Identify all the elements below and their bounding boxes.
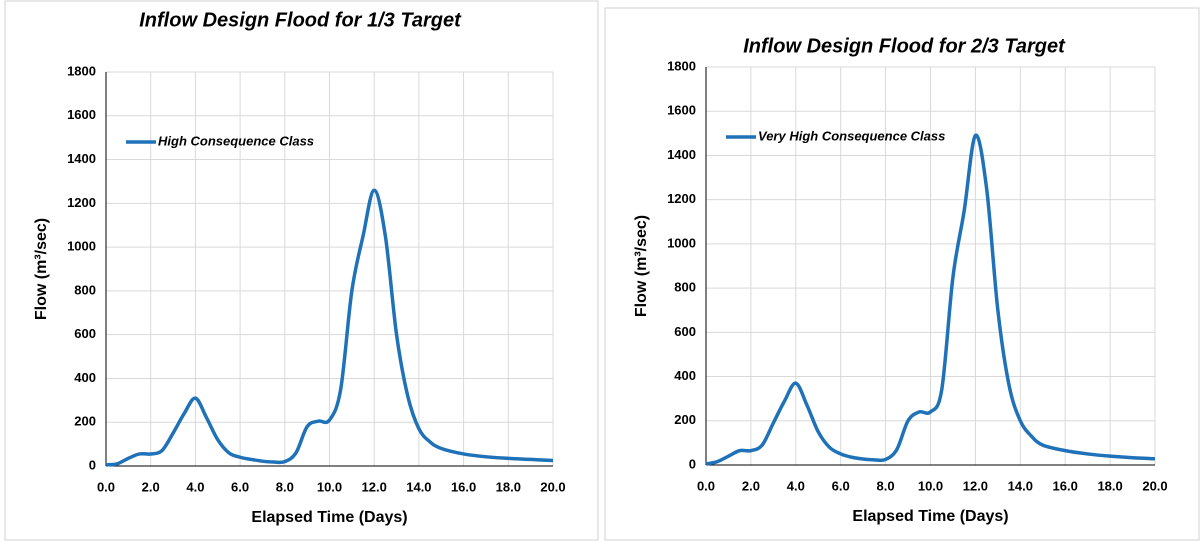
- y-tick-label: 1200: [667, 191, 696, 206]
- x-tick-label: 4.0: [186, 479, 204, 494]
- y-tick-label: 1600: [667, 103, 696, 118]
- y-axis-title: Flow (m³/sec): [633, 215, 650, 317]
- panel-border: [604, 7, 1200, 541]
- y-tick-label: 600: [74, 326, 96, 341]
- x-tick-label: 18.0: [496, 479, 521, 494]
- x-tick-label: 8.0: [877, 478, 895, 493]
- y-axis-title: Flow (m³/sec): [33, 218, 50, 320]
- y-tick-label: 1000: [667, 235, 696, 250]
- y-tick-label: 400: [74, 370, 96, 385]
- x-tick-label: 6.0: [231, 479, 249, 494]
- legend-label: Very High Consequence Class: [758, 128, 945, 143]
- chart-title: Inflow Design Flood for 2/3 Target: [743, 35, 1066, 57]
- y-tick-label: 1000: [67, 239, 96, 254]
- y-tick-label: 1400: [667, 147, 696, 162]
- x-tick-label: 2.0: [142, 479, 160, 494]
- x-axis-title: Elapsed Time (Days): [852, 508, 1008, 525]
- y-tick-label: 400: [674, 368, 696, 383]
- y-tick-label: 600: [674, 324, 696, 339]
- x-tick-label: 4.0: [787, 478, 805, 493]
- x-tick-label: 14.0: [406, 479, 431, 494]
- data-line: [105, 188, 554, 467]
- chart-title: Inflow Design Flood for 1/3 Target: [139, 9, 462, 31]
- x-tick-label: 10.0: [918, 478, 943, 493]
- legend-label: High Consequence Class: [158, 133, 314, 148]
- y-tick-label: 0: [689, 456, 696, 471]
- data-line: [705, 133, 1156, 466]
- x-axis-title: Elapsed Time (Days): [251, 509, 407, 526]
- x-tick-label: 10.0: [317, 479, 342, 494]
- y-tick-label: 1200: [67, 195, 96, 210]
- x-tick-label: 0.0: [697, 478, 715, 493]
- y-tick-label: 1400: [67, 151, 96, 166]
- panel-border: [4, 0, 599, 541]
- x-tick-label: 16.0: [451, 479, 476, 494]
- y-tick-label: 0: [89, 457, 96, 472]
- x-tick-label: 18.0: [1097, 478, 1122, 493]
- y-tick-label: 800: [74, 282, 96, 297]
- y-tick-label: 800: [674, 280, 696, 295]
- y-tick-label: 200: [674, 412, 696, 427]
- y-tick-label: 1800: [67, 63, 96, 78]
- y-tick-label: 1800: [667, 58, 696, 73]
- x-tick-label: 2.0: [742, 478, 760, 493]
- x-tick-label: 8.0: [276, 479, 294, 494]
- x-tick-label: 6.0: [832, 478, 850, 493]
- x-tick-label: 16.0: [1053, 478, 1078, 493]
- y-tick-label: 200: [74, 414, 96, 429]
- x-tick-label: 20.0: [540, 479, 565, 494]
- y-tick-label: 1600: [67, 107, 96, 122]
- x-tick-label: 14.0: [1008, 478, 1033, 493]
- x-tick-label: 12.0: [963, 478, 988, 493]
- x-tick-label: 0.0: [97, 479, 115, 494]
- x-tick-label: 20.0: [1142, 478, 1167, 493]
- x-tick-label: 12.0: [362, 479, 387, 494]
